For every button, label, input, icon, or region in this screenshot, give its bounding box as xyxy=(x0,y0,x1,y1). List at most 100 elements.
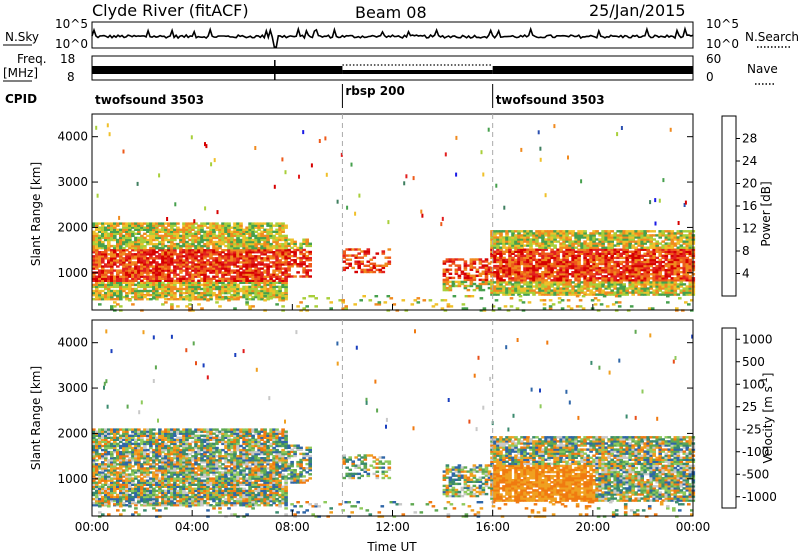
heatmap-cell xyxy=(155,289,159,293)
heatmap-cell xyxy=(137,236,141,240)
heatmap-cell xyxy=(110,275,114,278)
heatmap-cell xyxy=(137,271,141,274)
heatmap-cell xyxy=(131,267,135,270)
heatmap-cell xyxy=(302,297,306,300)
nsky-label: N.Sky xyxy=(5,30,39,44)
heatmap-cell xyxy=(131,289,135,293)
heatmap-cell xyxy=(239,267,243,270)
heatmap-cell xyxy=(137,277,141,280)
heatmap-cell xyxy=(101,271,105,274)
heatmap-cell xyxy=(191,251,195,254)
heatmap-cell xyxy=(152,297,156,300)
heatmap-cell xyxy=(173,287,177,291)
heatmap-cell xyxy=(128,261,132,264)
heatmap-cell xyxy=(158,236,162,240)
heatmap-cell xyxy=(443,299,448,302)
heatmap-cell xyxy=(110,269,114,272)
heatmap-cell xyxy=(107,287,111,291)
heatmap-cell xyxy=(95,236,99,240)
heatmap-cell xyxy=(92,293,96,297)
heatmap-cell xyxy=(146,240,150,244)
heatmap-cell xyxy=(146,230,150,233)
heatmap-cell xyxy=(218,293,222,297)
heatmap-cell xyxy=(661,281,665,284)
heatmap-cell xyxy=(200,246,204,250)
heatmap-cell xyxy=(128,257,132,260)
heatmap-cell xyxy=(110,232,114,235)
heatmap-cell xyxy=(206,277,210,280)
heatmap-cell xyxy=(119,305,123,308)
heatmap-cell xyxy=(442,272,447,275)
heatmap-cell xyxy=(194,289,198,293)
heatmap-cell xyxy=(119,285,123,289)
heatmap-cell xyxy=(125,269,129,272)
heatmap-cell xyxy=(149,246,153,250)
heatmap-cell xyxy=(212,277,216,280)
heatmap-cell xyxy=(95,224,99,227)
heatmap-cell xyxy=(658,236,662,239)
heatmap-cell xyxy=(360,262,364,265)
heatmap-cell xyxy=(116,279,120,282)
heatmap-cell xyxy=(325,172,328,177)
heatmap-cell xyxy=(194,285,198,289)
heatmap-cell xyxy=(185,257,189,260)
heatmap-cell xyxy=(209,283,213,287)
heatmap-cell xyxy=(209,222,213,225)
heatmap-cell xyxy=(448,272,453,275)
heatmap-cell xyxy=(499,232,503,235)
freq-ytick-bottom: 8 xyxy=(67,70,75,84)
heatmap-cell xyxy=(164,275,168,278)
heatmap-cell xyxy=(215,301,219,304)
heatmap-cell xyxy=(152,287,156,291)
heatmap-cell xyxy=(481,272,486,275)
heatmap-cell xyxy=(248,307,252,310)
heatmap-cell xyxy=(116,224,120,227)
heatmap-cell xyxy=(136,181,139,186)
heatmap-cell xyxy=(140,289,144,293)
heatmap-cell xyxy=(197,236,201,240)
heatmap-cell xyxy=(119,287,123,291)
heatmap-cell xyxy=(269,222,273,225)
heatmap-cell xyxy=(481,288,486,292)
heatmap-cell xyxy=(137,298,141,301)
heatmap-cell xyxy=(209,261,213,264)
heatmap-cell xyxy=(113,224,117,227)
heatmap-cell xyxy=(179,234,183,238)
heatmap-cell xyxy=(98,263,102,266)
heatmap-cell xyxy=(649,200,652,205)
heatmap-cell xyxy=(152,277,156,280)
heatmap-cell xyxy=(351,266,355,270)
heatmap-cell xyxy=(212,246,216,250)
heatmap-cell xyxy=(236,291,240,295)
heatmap-cell xyxy=(578,305,583,308)
heatmap-cell xyxy=(188,293,192,297)
heatmap-cell xyxy=(200,240,204,244)
heatmap-cell xyxy=(146,228,150,231)
heatmap-cell xyxy=(146,257,150,260)
heatmap-cell xyxy=(281,305,285,308)
heatmap-cell xyxy=(209,242,213,246)
heatmap-cell xyxy=(167,289,171,293)
heatmap-cell xyxy=(209,265,213,268)
heatmap-cell xyxy=(137,253,141,256)
heatmap-cell xyxy=(179,257,183,260)
heatmap-cell xyxy=(173,242,177,246)
heatmap-cell xyxy=(581,295,586,298)
heatmap-cell xyxy=(203,263,207,266)
heatmap-cell xyxy=(98,265,102,268)
heatmap-cell xyxy=(125,279,129,282)
heatmap-cell xyxy=(601,281,605,284)
heatmap-cell xyxy=(305,238,309,241)
heatmap-cell xyxy=(113,269,117,272)
heatmap-cell xyxy=(495,183,498,188)
heatmap-cell xyxy=(302,238,306,241)
heatmap-cell xyxy=(107,222,111,225)
heatmap-cell xyxy=(146,263,150,266)
heatmap-cell xyxy=(113,489,117,493)
heatmap-cell xyxy=(92,275,96,278)
heatmap-cell xyxy=(137,285,141,289)
heatmap-cell xyxy=(101,295,105,299)
heatmap-cell xyxy=(652,238,656,241)
heatmap-cell xyxy=(266,267,270,270)
heatmap-cell xyxy=(164,238,168,242)
